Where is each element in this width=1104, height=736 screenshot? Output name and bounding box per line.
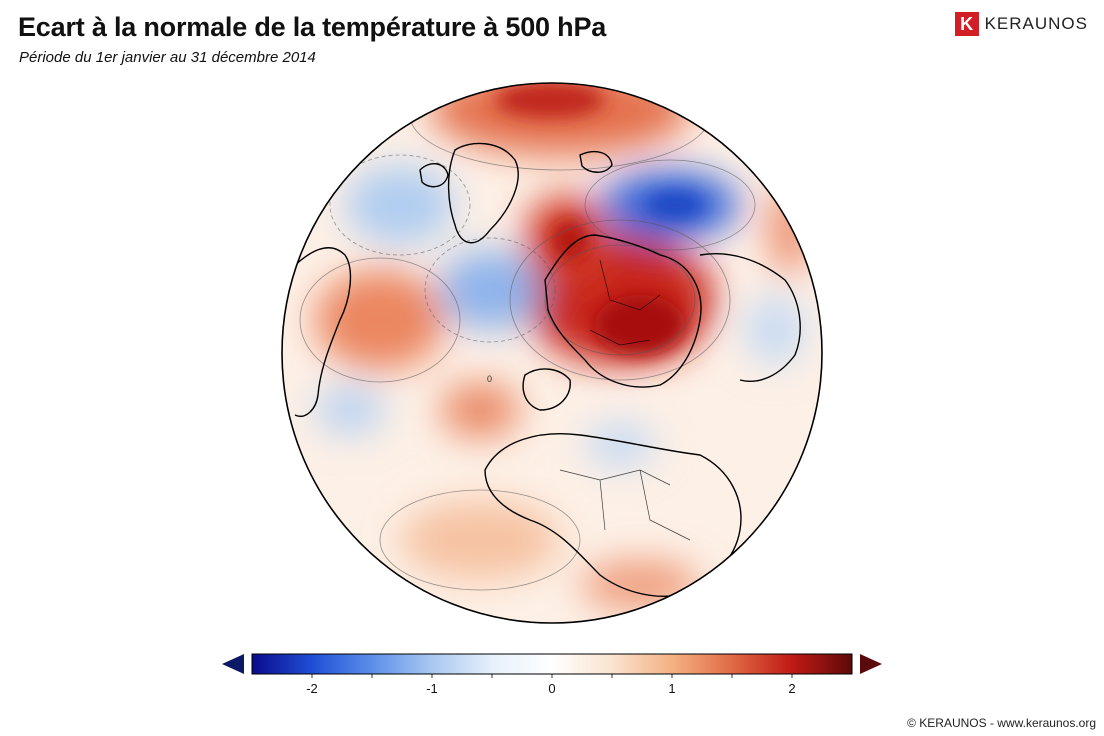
warm-core-europe xyxy=(595,295,685,355)
iberia-coast xyxy=(522,368,571,411)
keraunos-logo: K KERAUNOS xyxy=(954,12,1088,36)
colorbar-low-arrow xyxy=(222,654,244,674)
colorbar-scale xyxy=(251,653,853,675)
colorbar-tick-label: -1 xyxy=(426,681,438,696)
anomaly-cores xyxy=(495,83,705,355)
colorbar-tick-label: 2 xyxy=(788,681,795,696)
asia-coast xyxy=(699,253,801,382)
cold-anomaly-west-atlantic xyxy=(315,385,385,435)
warm-core-arctic xyxy=(495,83,605,118)
colorbar-tick-label: 1 xyxy=(668,681,675,696)
colorbar-tick-label: -2 xyxy=(306,681,318,696)
colorbar-ticks: -2 -1 0 1 2 xyxy=(306,674,796,696)
keraunos-logo-icon: K xyxy=(954,12,979,36)
north-america-coast xyxy=(289,247,352,417)
map-subtitle: Période du 1er janvier au 31 décembre 20… xyxy=(19,49,316,66)
map-title: Ecart à la normale de la température à 5… xyxy=(18,12,607,42)
keraunos-logo-text: KERAUNOS xyxy=(984,14,1088,33)
colorbar-tick-label: 0 xyxy=(548,681,555,696)
cold-anomaly-asia xyxy=(745,295,805,365)
greenland-coast xyxy=(447,142,519,244)
europe-coast xyxy=(544,234,702,388)
warm-core-scandinavia xyxy=(552,220,588,260)
globe-outline xyxy=(281,82,823,624)
warm-anomaly-north-america xyxy=(315,270,445,370)
copyright: © KERAUNOS - www.keraunos.org xyxy=(907,716,1096,730)
cold-anomaly-sahara xyxy=(585,423,655,467)
warm-anomaly-africa xyxy=(400,500,560,580)
contour-zero-label: 0 xyxy=(487,374,492,384)
cold-core-siberia xyxy=(645,191,705,219)
warm-anomaly-atlantic xyxy=(440,382,520,438)
cold-anomaly-atlantic xyxy=(440,250,540,330)
colorbar-high-arrow xyxy=(860,654,882,674)
arctic-islands-coast xyxy=(419,150,613,188)
borders xyxy=(559,259,691,541)
